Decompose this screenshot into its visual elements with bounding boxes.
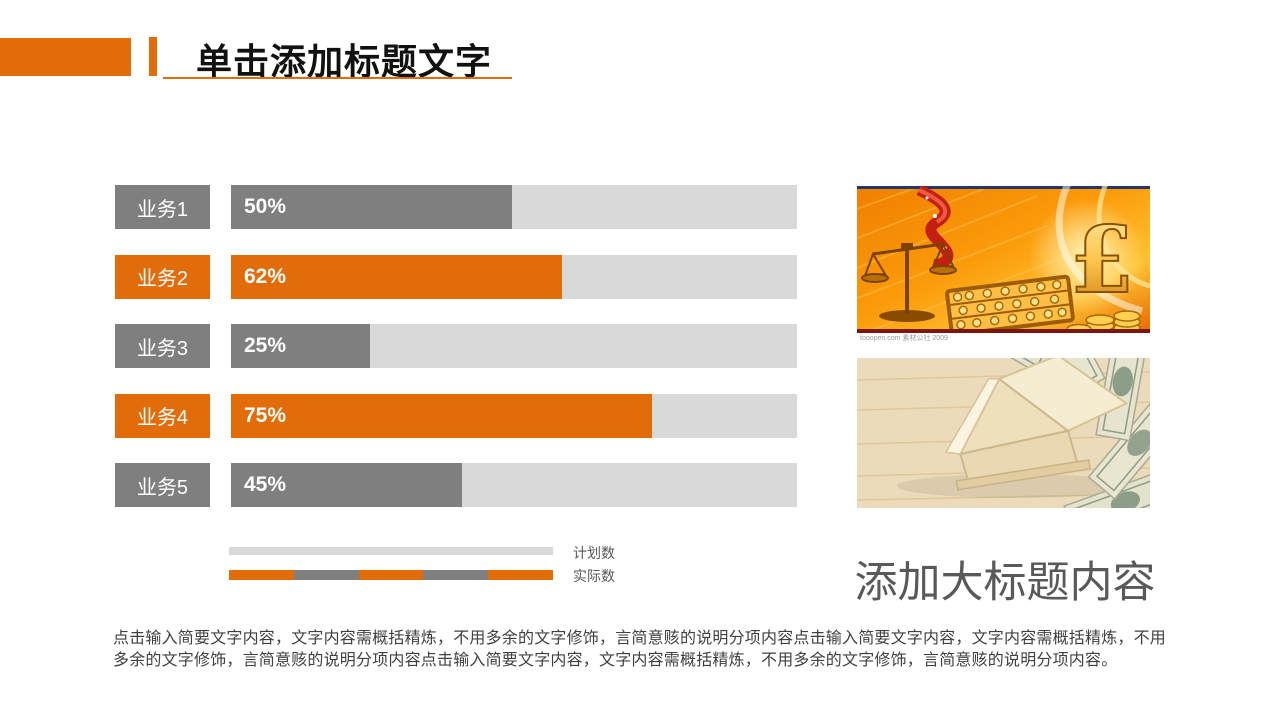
title-underline [163,77,512,79]
category-label: 业务5 [115,463,210,507]
bar-fill: 75% [231,393,653,438]
legend-actual-label: 实际数 [573,568,615,584]
body-paragraph: 点击输入简要文字内容，文字内容需概括精炼，不用多余的文字修饰，言简意赅的说明分项… [113,628,1166,672]
chart-row: 业务5 45% [115,463,797,507]
chart-row: 业务1 50% [115,185,797,229]
bar-chart: 业务1 50% 业务2 62% 业务3 25% 业务4 75% 业务5 [115,185,797,533]
chart-row: 业务3 25% [115,324,797,368]
house-money-illustration [857,358,1150,508]
header-accent-block [0,38,131,76]
gold-finance-illustration: £ [857,186,1150,332]
category-label: 业务3 [115,324,210,368]
category-label: 业务4 [115,393,210,438]
chart-row: 业务2 62% [115,254,797,299]
bar-track: 25% [231,324,797,368]
bar-fill: 25% [231,324,370,368]
slide-title: 单击添加标题文字 [196,41,493,82]
category-label: 业务1 [115,185,210,229]
house-money-image [857,358,1150,508]
bar-fill: 45% [231,463,462,507]
gold-finance-image: £ tooopen.com 素材公社 2009 [857,186,1150,344]
bar-track: 62% [231,254,797,299]
stock-photo-watermark: tooopen.com 素材公社 2009 [857,332,1150,344]
chart-row: 业务4 75% [115,393,797,438]
svg-text:£: £ [1070,206,1134,314]
section-big-title: 添加大标题内容 [854,559,1156,607]
bar-track: 45% [231,463,797,507]
body-line-1: 点击输入简要文字内容，文字内容需概括精炼，不用多余的文字修饰，言简意赅的说明分项… [113,630,1167,647]
legend-plan-label: 计划数 [573,545,615,561]
legend-plan-swatch [229,547,553,555]
legend-actual-bar [229,570,553,580]
bar-track: 50% [231,185,797,229]
header-accent-tick [149,37,157,76]
category-label: 业务2 [115,254,210,299]
bar-track: 75% [231,393,797,438]
body-line-2: 多余的文字修饰，言简意赅的说明分项内容点击输入简要文字内容，文字内容需概括精炼，… [113,652,1118,669]
bar-fill: 62% [231,254,563,299]
bar-fill: 50% [231,185,512,229]
